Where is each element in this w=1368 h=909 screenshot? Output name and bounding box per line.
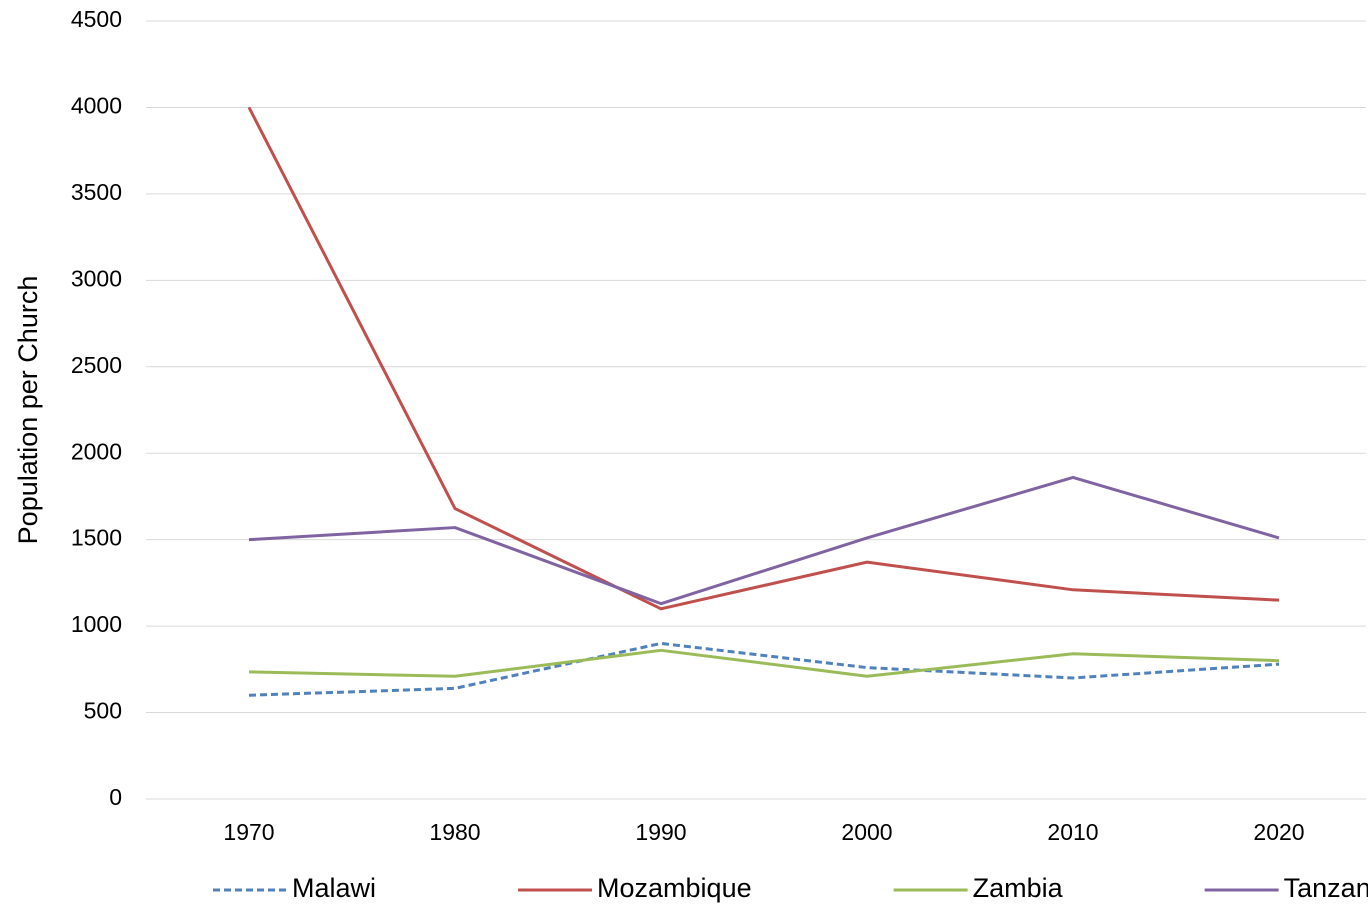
y-tick-label: 500 bbox=[84, 698, 122, 724]
x-tick-label: 1970 bbox=[223, 819, 274, 845]
y-tick-label: 3000 bbox=[71, 265, 122, 291]
x-tick-label: 2010 bbox=[1047, 819, 1098, 845]
legend-label: Zambia bbox=[973, 873, 1064, 903]
y-tick-label: 4500 bbox=[71, 6, 122, 32]
y-tick-label: 4000 bbox=[71, 93, 122, 119]
data-line bbox=[248, 641, 1280, 697]
legend-label: Malawi bbox=[292, 873, 376, 903]
data-line bbox=[248, 475, 1280, 606]
y-tick-label: 1000 bbox=[71, 611, 122, 637]
y-tick-label: 0 bbox=[109, 784, 122, 810]
data-line bbox=[248, 648, 1280, 678]
data-line bbox=[247, 106, 1280, 611]
y-tick-label: 2500 bbox=[71, 352, 122, 378]
y-tick-label: 3500 bbox=[71, 179, 122, 205]
y-axis-label: Population per Church bbox=[13, 276, 43, 545]
x-tick-label: 1990 bbox=[635, 819, 686, 845]
y-tick-label: 2000 bbox=[71, 438, 122, 464]
x-tick-label: 2000 bbox=[841, 819, 892, 845]
x-tick-label: 2020 bbox=[1253, 819, 1304, 845]
legend-label: Tanzania bbox=[1284, 873, 1368, 903]
legend-label: Mozambique bbox=[597, 873, 752, 903]
x-tick-label: 1980 bbox=[429, 819, 480, 845]
y-tick-label: 1500 bbox=[71, 525, 122, 551]
